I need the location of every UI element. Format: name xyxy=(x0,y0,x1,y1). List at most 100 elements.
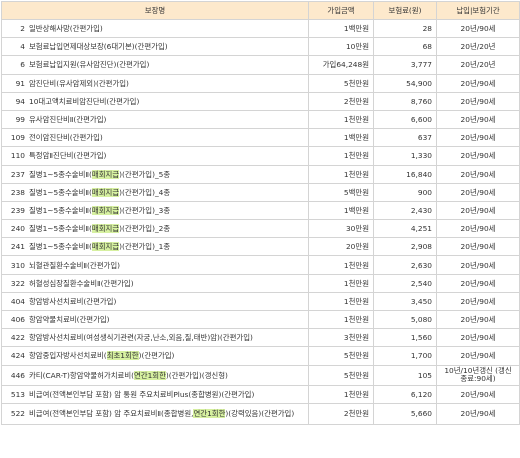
amount-cell: 1천만원 xyxy=(308,255,374,275)
coverage-number: 91 xyxy=(15,78,25,88)
coverage-name-cell: 94 10대고액치료비암진단비(간편가입) xyxy=(1,91,309,111)
table-row: 446 카티(CAR-T)항암약물허가치료비(연간1회한)(간편가입)(갱신형) 5… xyxy=(1,364,520,386)
coverage-name-cell: 404 항암방사선치료비(간편가입) xyxy=(1,291,309,312)
coverage-number: 99 xyxy=(15,115,25,125)
table-row: 2 일반상해사망(간편가입) 1백만원 28 20년/90세 xyxy=(1,18,520,39)
coverage-name: 비급여(전액본인부담 포함) 암 주요치료비Ⅱ(종합병원, xyxy=(29,409,194,419)
coverage-name-cell: 4 보험료납입면제대상보장(6대기본)(간편가입) xyxy=(1,37,309,57)
table-row: 94 10대고액치료비암진단비(간편가입) 2천만원 8,760 20년/90세 xyxy=(1,91,520,111)
period-cell: 20년/90세 xyxy=(436,328,520,348)
coverage-name-cell: 422 항암방사선치료비(여성생식기관련(자궁,난소,외음,질,태반)암)(간편가… xyxy=(1,328,309,348)
coverage-name: 보험료납입면제대상보장(6대기본)(간편가입) xyxy=(29,42,168,52)
coverage-name: 질병1~5종수술비Ⅱ( xyxy=(29,187,92,197)
period-cell: 20년/90세 xyxy=(436,346,520,366)
amount-cell: 1천만원 xyxy=(308,164,374,184)
coverage-name-suffix: )(간편가입)_4종 xyxy=(119,187,171,197)
premium-cell: 28 xyxy=(373,18,437,39)
period-cell: 20년/90세 xyxy=(436,164,520,184)
coverage-name-cell: 109 전이암진단비(간편가입) xyxy=(1,128,309,148)
amount-cell: 1백만원 xyxy=(308,128,374,148)
table-row: 239 질병1~5종수술비Ⅱ(매회지급)(간편가입)_3종 1백만원 2,430 20년… xyxy=(1,200,520,221)
table-row: 424 항암중입자방사선치료비(최초1회한)(간편가입) 5천만원 1,700 20년/… xyxy=(1,346,520,366)
coverage-name-cell: 406 항암약물치료비(간편가입) xyxy=(1,309,309,330)
premium-cell: 2,630 xyxy=(373,255,437,275)
highlight-term: 연간1회한 xyxy=(193,409,226,419)
coverage-name: 암진단비(유사암제외)(간편가입) xyxy=(29,78,129,88)
amount-cell: 30만원 xyxy=(308,219,374,239)
premium-cell: 68 xyxy=(373,37,437,57)
table-header-row: 보장명 가입금액 보험료(원) 납입|보험기간 xyxy=(1,1,520,20)
coverage-name-cell: 240 질병1~5종수술비Ⅱ(매회지급)(간편가입)_2종 xyxy=(1,219,309,239)
coverage-name-cell: 424 항암중입자방사선치료비(최초1회한)(간편가입) xyxy=(1,346,309,366)
period-cell: 20년/90세 xyxy=(436,237,520,257)
premium-cell: 1,700 xyxy=(373,346,437,366)
coverage-name-cell: 91 암진단비(유사암제외)(간편가입) xyxy=(1,73,309,93)
amount-cell: 1천만원 xyxy=(308,273,374,293)
coverage-number: 239 xyxy=(10,205,25,215)
amount-cell: 5백만원 xyxy=(308,182,374,202)
period-cell: 20년/90세 xyxy=(436,73,520,93)
coverage-name: 뇌혈관질환수술비Ⅱ(간편가입) xyxy=(29,260,120,270)
period-cell: 20년/90세 xyxy=(436,403,520,425)
table-row: 404 항암방사선치료비(간편가입) 1천만원 3,450 20년/90세 xyxy=(1,291,520,312)
coverage-number: 241 xyxy=(10,242,25,252)
period-cell: 20년/90세 xyxy=(436,309,520,330)
premium-cell: 5,080 xyxy=(373,309,437,330)
table-row: 422 항암방사선치료비(여성생식기관련(자궁,난소,외음,질,태반)암)(간편가… xyxy=(1,328,520,348)
coverage-name-cell: 99 유사암진단비Ⅱ(간편가입) xyxy=(1,109,309,130)
amount-cell: 5천만원 xyxy=(308,346,374,366)
table-row: 110 특정암Ⅱ진단비(간편가입) 1천만원 1,330 20년/90세 xyxy=(1,146,520,166)
coverage-number: 110 xyxy=(10,151,25,161)
premium-cell: 3,777 xyxy=(373,55,437,75)
amount-cell: 1천만원 xyxy=(308,384,374,405)
table-row: 109 전이암진단비(간편가입) 1백만원 637 20년/90세 xyxy=(1,128,520,148)
coverage-name-suffix: )(간편가입) xyxy=(138,351,175,361)
coverage-name-suffix: )(간편가입)_2종 xyxy=(119,224,171,234)
premium-cell: 900 xyxy=(373,182,437,202)
coverage-name-cell: 6 보험료납입지원(유사암진단)(간편가입) xyxy=(1,55,309,75)
premium-cell: 6,120 xyxy=(373,384,437,405)
coverage-number: 2 xyxy=(20,24,25,34)
coverage-name: 질병1~5종수술비Ⅱ( xyxy=(29,205,92,215)
coverage-name: 항암방사선치료비(여성생식기관련(자궁,난소,외음,질,태반)암)(간편가입) xyxy=(29,333,253,343)
coverage-name: 보험료납입지원(유사암진단)(간편가입) xyxy=(29,60,150,70)
coverage-name-cell: 239 질병1~5종수술비Ⅱ(매회지급)(간편가입)_3종 xyxy=(1,200,309,221)
coverage-name-cell: 2 일반상해사망(간편가입) xyxy=(1,18,309,39)
coverage-name-cell: 522 비급여(전액본인부담 포함) 암 주요치료비Ⅱ(종합병원,연간1회한)(강… xyxy=(1,403,309,425)
table-row: 6 보험료납입지원(유사암진단)(간편가입) 가입64,248원 3,777 20년/2… xyxy=(1,55,520,75)
header-amount: 가입금액 xyxy=(308,1,374,20)
coverage-name-suffix: )(간편가입)_3종 xyxy=(119,205,171,215)
coverage-name: 항암방사선치료비(간편가입) xyxy=(29,296,117,306)
coverage-name-cell: 241 질병1~5종수술비Ⅱ(매회지급)(간편가입)_1종 xyxy=(1,237,309,257)
header-premium: 보험료(원) xyxy=(373,1,437,20)
coverage-number: 322 xyxy=(10,278,25,288)
coverage-number: 4 xyxy=(20,42,25,52)
highlight-term: 매회지급 xyxy=(91,205,120,215)
table-row: 522 비급여(전액본인부담 포함) 암 주요치료비Ⅱ(종합병원,연간1회한)(강… xyxy=(1,403,520,425)
period-cell: 20년/90세 xyxy=(436,182,520,202)
premium-cell: 2,430 xyxy=(373,200,437,221)
coverage-number: 513 xyxy=(10,390,25,400)
table-row: 322 허혈성심장질환수술비Ⅱ(간편가입) 1천만원 2,540 20년/90세 xyxy=(1,273,520,293)
amount-cell: 2천만원 xyxy=(308,91,374,111)
header-coverage-name: 보장명 xyxy=(1,1,309,20)
premium-cell: 1,330 xyxy=(373,146,437,166)
premium-cell: 2,908 xyxy=(373,237,437,257)
coverage-name: 항암중입자방사선치료비( xyxy=(29,351,107,361)
period-cell: 20년/90세 xyxy=(436,273,520,293)
coverage-name-suffix: )(간편가입)(갱신형) xyxy=(165,370,228,380)
coverage-number: 522 xyxy=(10,409,25,419)
amount-cell: 5천만원 xyxy=(308,73,374,93)
period-cell: 20년/90세 xyxy=(436,18,520,39)
coverage-number: 94 xyxy=(15,96,25,106)
table-row: 238 질병1~5종수술비Ⅱ(매회지급)(간편가입)_4종 5백만원 900 20년/9… xyxy=(1,182,520,202)
amount-cell: 3천만원 xyxy=(308,328,374,348)
period-cell: 20년/90세 xyxy=(436,291,520,312)
amount-cell: 가입64,248원 xyxy=(308,55,374,75)
coverage-name-cell: 322 허혈성심장질환수술비Ⅱ(간편가입) xyxy=(1,273,309,293)
period-cell: 20년/90세 xyxy=(436,384,520,405)
premium-cell: 2,540 xyxy=(373,273,437,293)
period-cell: 20년/20년 xyxy=(436,55,520,75)
header-period: 납입|보험기간 xyxy=(436,1,520,20)
period-cell: 20년/90세 xyxy=(436,146,520,166)
